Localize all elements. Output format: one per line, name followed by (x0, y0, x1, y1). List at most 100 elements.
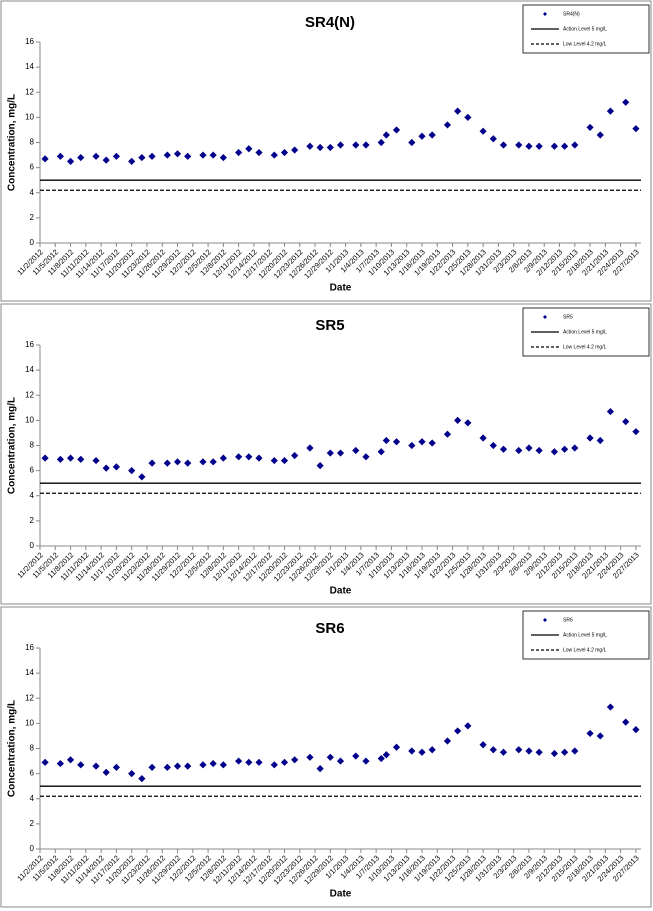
data-point (138, 473, 146, 481)
data-point (464, 722, 472, 730)
data-point (622, 718, 630, 726)
data-point (138, 775, 146, 783)
data-point (41, 758, 49, 766)
y-tick-label: 10 (25, 415, 34, 424)
y-tick-label: 14 (25, 668, 34, 677)
data-point (235, 453, 243, 461)
y-tick-label: 12 (25, 87, 34, 96)
data-point (535, 748, 543, 756)
data-point (489, 135, 497, 143)
legend-label: Action Level 5 mg/L (563, 26, 607, 32)
data-point (352, 446, 360, 455)
y-tick-label: 6 (30, 466, 35, 475)
data-point (352, 141, 360, 149)
data-point (454, 416, 462, 424)
data-point (561, 748, 569, 756)
data-point (377, 448, 385, 456)
data-point (596, 732, 604, 740)
x-axis-label: Date (330, 889, 352, 900)
data-point (586, 123, 594, 132)
data-point (596, 131, 604, 139)
data-point (632, 125, 640, 133)
legend-marker (543, 618, 547, 622)
y-tick-label: 4 (30, 491, 35, 500)
data-point (326, 753, 334, 761)
y-tick-label: 2 (30, 213, 35, 222)
data-point (336, 141, 345, 149)
data-point (535, 446, 543, 455)
data-point (316, 462, 324, 470)
y-tick-label: 10 (25, 718, 34, 727)
y-tick-label: 14 (25, 62, 34, 71)
data-point (454, 727, 462, 735)
data-point (219, 454, 227, 462)
data-point (418, 132, 426, 140)
data-point (128, 770, 136, 778)
legend-label: SR5 (563, 314, 573, 320)
data-point (77, 761, 85, 769)
data-point (382, 436, 390, 445)
legend-label: Action Level 5 mg/L (563, 329, 607, 335)
data-point (499, 445, 508, 453)
legend-marker (543, 315, 547, 319)
data-point (112, 463, 120, 471)
y-tick-label: 8 (30, 441, 35, 450)
data-point (270, 761, 278, 769)
data-point (199, 458, 207, 466)
data-point (606, 107, 615, 115)
data-point (148, 152, 156, 160)
data-point (428, 746, 436, 754)
data-point (418, 438, 426, 446)
data-point (291, 146, 299, 154)
data-point (66, 157, 75, 165)
y-tick-label: 12 (25, 390, 34, 399)
y-tick-label: 0 (30, 238, 35, 247)
y-tick-label: 0 (30, 541, 35, 550)
data-point (408, 747, 416, 755)
data-point (550, 749, 559, 758)
data-point (535, 142, 543, 150)
data-point (102, 156, 110, 164)
data-point (66, 454, 75, 462)
data-point (622, 98, 630, 106)
data-point (270, 151, 278, 159)
data-point (336, 449, 345, 457)
data-point (499, 748, 508, 756)
data-point (235, 757, 243, 765)
data-point (77, 153, 85, 162)
data-point (632, 428, 640, 436)
x-axis-label: Date (330, 586, 352, 597)
data-point (255, 758, 263, 766)
data-point (443, 737, 452, 745)
data-point (291, 756, 299, 764)
data-point (173, 150, 182, 158)
data-point (102, 464, 110, 472)
data-point (306, 753, 314, 761)
data-point (489, 746, 497, 754)
data-point (561, 445, 569, 453)
data-point (454, 107, 462, 115)
legend-label: SR6 (563, 617, 573, 623)
data-point (184, 762, 192, 770)
data-point (606, 703, 615, 711)
data-point (56, 152, 64, 160)
chart-title: SR5 (315, 317, 344, 334)
data-point (291, 451, 299, 460)
data-point (209, 759, 217, 768)
data-point (377, 138, 385, 147)
y-axis-label: Concentration, mg/L (7, 397, 18, 494)
data-point (336, 757, 345, 765)
y-tick-label: 2 (30, 819, 35, 828)
data-point (479, 434, 487, 442)
data-point (479, 741, 487, 749)
y-tick-label: 16 (25, 643, 34, 652)
data-point (382, 751, 390, 759)
data-point (199, 761, 207, 769)
y-tick-label: 2 (30, 516, 35, 525)
data-point (128, 467, 136, 475)
data-point (255, 454, 263, 462)
data-point (209, 151, 217, 159)
y-tick-label: 6 (30, 163, 35, 172)
data-point (550, 142, 559, 150)
